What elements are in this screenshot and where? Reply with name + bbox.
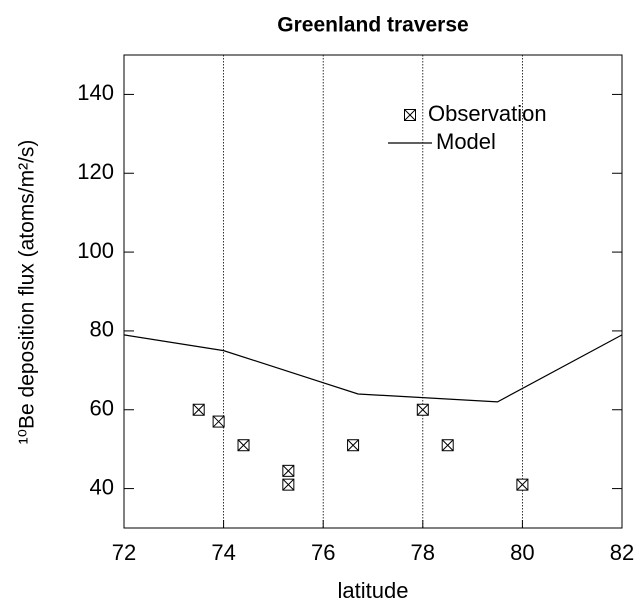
y-tick-label: 100 — [77, 238, 114, 263]
y-tick-label: 40 — [90, 474, 114, 499]
marker-part — [192, 403, 205, 416]
marker — [441, 439, 454, 452]
x-tick-label: 82 — [610, 540, 634, 565]
y-tick-label: 140 — [77, 80, 114, 105]
marker-part — [237, 439, 250, 452]
marker-part — [441, 439, 454, 452]
legend-label: Observation — [428, 101, 547, 126]
marker — [237, 439, 250, 452]
x-tick-label: 72 — [112, 540, 136, 565]
marker-part — [212, 415, 225, 428]
marker-part — [347, 439, 359, 452]
x-tick-label: 76 — [311, 540, 335, 565]
marker-part — [282, 464, 295, 477]
marker-part — [416, 403, 429, 416]
line — [123, 334, 623, 403]
y-tick-label: 120 — [77, 159, 114, 184]
marker — [282, 478, 295, 491]
y-tick-label: 80 — [90, 317, 114, 342]
legend-label: Model — [436, 129, 496, 154]
x-axis-label: latitude — [338, 578, 409, 603]
chart-title: Greenland traverse — [277, 14, 468, 37]
marker-part — [516, 478, 529, 491]
marker — [282, 464, 295, 477]
x-tick-label: 74 — [211, 540, 235, 565]
marker-part — [282, 478, 295, 491]
plot-frame — [123, 54, 623, 529]
x-tick-label: 78 — [411, 540, 435, 565]
y-tick-label: 60 — [90, 396, 114, 421]
legend-marker — [404, 109, 416, 121]
x-tick-label: 80 — [510, 540, 534, 565]
marker — [416, 403, 429, 416]
marker — [192, 403, 205, 416]
marker — [516, 478, 529, 491]
marker — [347, 439, 360, 452]
marker — [212, 415, 225, 428]
marker-part — [404, 109, 416, 121]
y-axis-label: ¹⁰Be deposition flux (atoms/m²/s) — [16, 140, 39, 445]
